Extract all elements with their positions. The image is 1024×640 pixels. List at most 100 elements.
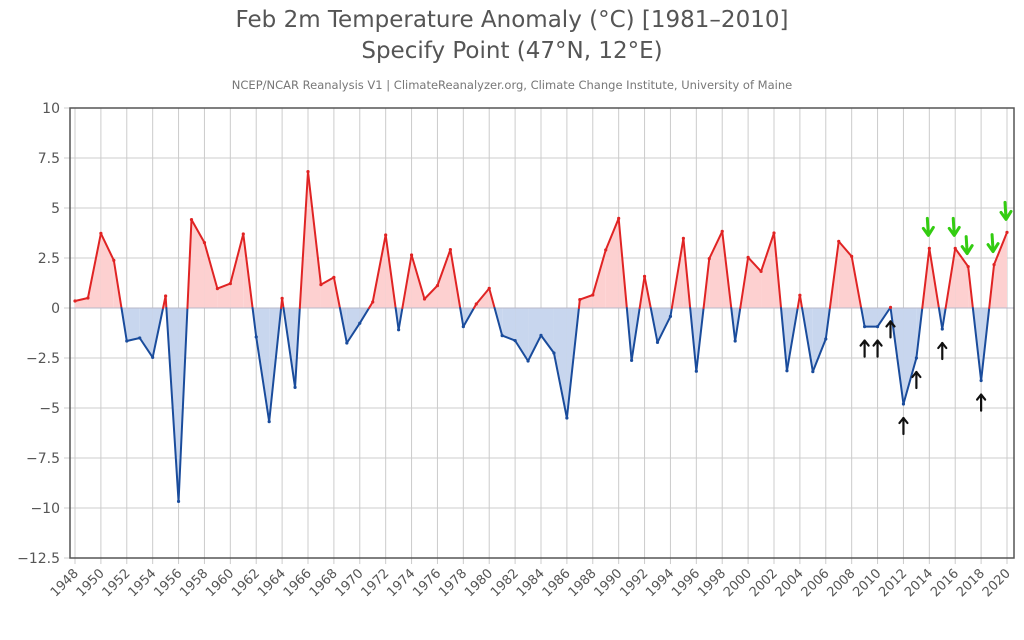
negative-line-segment	[565, 307, 580, 419]
y-tick-label: 5	[51, 201, 60, 217]
x-tick-label: 1984	[514, 566, 548, 600]
data-point	[733, 339, 737, 343]
negative-line-segment	[151, 307, 165, 359]
x-tick-label: 2006	[799, 566, 833, 600]
data-point	[371, 300, 375, 304]
negative-line-segment	[630, 307, 641, 362]
negative-line-segment	[656, 315, 672, 344]
positive-line-segment	[850, 255, 863, 309]
data-point	[306, 170, 310, 174]
positive-line-segment	[436, 248, 452, 287]
data-point	[358, 321, 362, 325]
arrow-head	[911, 370, 922, 379]
x-tick-label: 1996	[669, 566, 703, 600]
negative-line-segment	[345, 322, 361, 344]
x-tick-label: 1962	[229, 566, 263, 600]
negative-line-segment	[730, 307, 737, 342]
x-tick-label: 2016	[928, 566, 962, 600]
data-point	[176, 499, 181, 503]
data-point	[565, 416, 569, 420]
data-point	[539, 333, 543, 337]
negative-line-segment	[780, 307, 788, 372]
data-point	[798, 293, 802, 297]
data-point	[125, 339, 129, 343]
plot-frame	[69, 107, 1015, 559]
positive-line-segment	[747, 256, 763, 273]
positive-line-segment	[229, 233, 245, 285]
arrow-head	[986, 242, 1000, 254]
x-tick-label: 2008	[824, 566, 858, 600]
positive-line-segment	[410, 254, 426, 300]
negative-area	[126, 308, 140, 341]
positive-line-segment	[708, 230, 724, 260]
positive-line-segment	[993, 231, 1008, 266]
negative-line-segment	[801, 307, 814, 373]
data-point	[940, 327, 944, 331]
negative-line-segment	[268, 307, 283, 423]
arrow-head	[885, 320, 896, 328]
data-point	[202, 241, 207, 245]
data-point	[927, 246, 931, 250]
data-point	[280, 296, 284, 300]
positive-line-segment	[488, 287, 496, 309]
positive-line-segment	[988, 263, 996, 309]
data-point	[241, 232, 245, 236]
x-tick-label: 1982	[488, 566, 522, 600]
data-point	[888, 305, 893, 309]
negative-line-segment	[501, 334, 517, 342]
x-tick-label: 1970	[333, 566, 367, 600]
data-point	[642, 274, 647, 278]
x-tick-label: 1988	[566, 566, 600, 600]
data-point	[655, 340, 660, 344]
arrow-shaft	[1003, 200, 1008, 220]
positive-line-segment	[99, 232, 115, 262]
data-point	[578, 298, 582, 302]
data-point	[992, 263, 996, 267]
positive-area	[204, 242, 218, 308]
data-point	[966, 265, 970, 269]
positive-line-segment	[242, 233, 254, 309]
data-point	[837, 239, 841, 243]
positive-line-segment	[86, 232, 102, 299]
data-point	[151, 355, 155, 359]
positive-area	[994, 232, 1007, 308]
x-tick-label: 1950	[74, 566, 108, 600]
black-up-arrow-icon	[872, 339, 883, 358]
x-tick-label: 2018	[954, 566, 988, 600]
negative-line-segment	[255, 336, 271, 423]
positive-area	[217, 283, 231, 308]
chart-title: Feb 2m Temperature Anomaly (°C) [1981–20…	[235, 7, 789, 33]
positive-line-segment	[449, 248, 462, 309]
x-tick-label: 1974	[384, 566, 418, 600]
y-tick-label: −5	[39, 401, 60, 417]
data-point	[397, 328, 401, 332]
data-point	[811, 370, 815, 374]
positive-line-segment	[423, 284, 439, 300]
data-point	[254, 335, 258, 339]
arrow-head	[960, 244, 974, 256]
negative-area	[515, 308, 529, 361]
data-point	[979, 379, 983, 383]
positive-line-segment	[604, 217, 620, 251]
negative-line-segment	[251, 307, 258, 338]
data-point	[617, 216, 621, 220]
green-down-arrow-icon	[921, 216, 935, 237]
x-tick-label: 2000	[721, 566, 755, 600]
arrow-head	[947, 225, 961, 237]
negative-line-segment	[394, 307, 400, 331]
data-point	[552, 351, 556, 355]
x-tick-label: 1976	[410, 566, 444, 600]
positive-line-segment	[401, 254, 413, 309]
positive-line-segment	[643, 275, 652, 309]
y-tick-label: −12.5	[17, 551, 60, 567]
positive-area	[100, 233, 114, 308]
data-point	[1005, 230, 1009, 234]
data-point	[138, 336, 142, 340]
x-tick-label: 1998	[695, 566, 729, 600]
data-point	[293, 385, 297, 389]
negative-line-segment	[937, 307, 944, 330]
black-up-arrow-icon	[911, 370, 922, 390]
positive-line-segment	[190, 218, 206, 244]
x-tick-label: 2014	[902, 566, 936, 600]
x-tick-label: 1980	[462, 566, 496, 600]
